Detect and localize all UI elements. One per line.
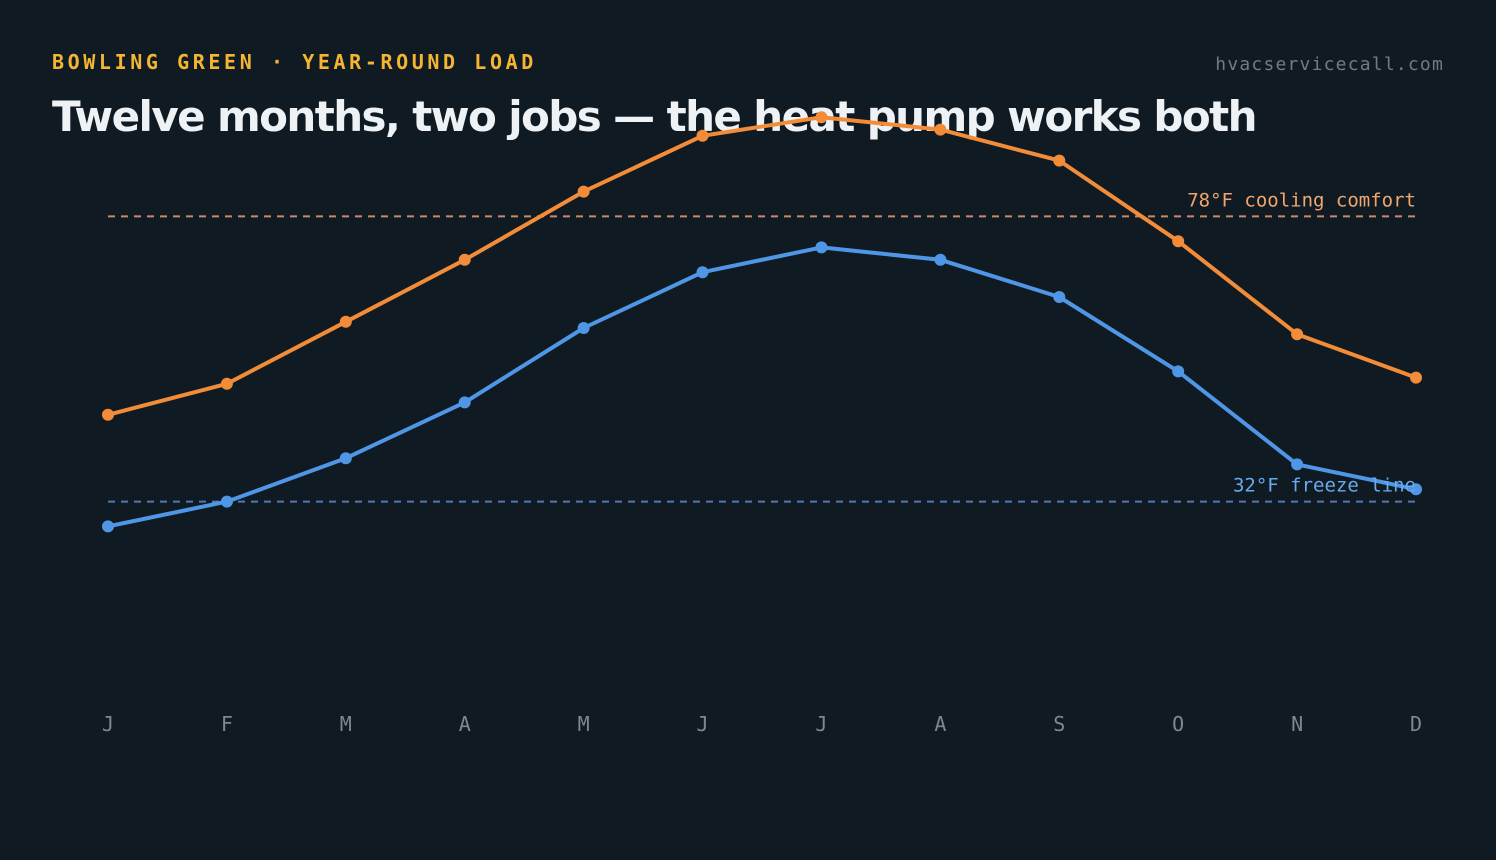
- low-point-12: [1410, 483, 1422, 496]
- high-series-line: [106, 115, 1418, 417]
- high-point-5: [577, 185, 590, 198]
- low-point-5: [577, 322, 590, 334]
- x-tick-label: J: [102, 712, 114, 736]
- series-layer: [102, 111, 1422, 533]
- x-tick-label: N: [1291, 712, 1303, 736]
- high-point-4: [458, 253, 471, 266]
- low-point-6: [696, 266, 709, 279]
- chart-title: Twelve months, two jobs — the heat pump …: [52, 92, 1258, 141]
- x-tick-label: F: [221, 712, 233, 736]
- high-point-12: [1410, 371, 1422, 384]
- low-point-2: [220, 495, 233, 508]
- x-tick-label: A: [459, 712, 471, 736]
- high-point-10: [1172, 235, 1185, 248]
- low-point-10: [1172, 365, 1185, 378]
- low-point-1: [102, 520, 114, 533]
- site-url: hvacservicecall.com: [1215, 54, 1444, 75]
- x-tick-label: D: [1410, 712, 1422, 736]
- reference-lines: [108, 215, 1416, 503]
- low-series-line: [106, 245, 1418, 529]
- low-point-4: [458, 396, 471, 409]
- reference-labels: 78°F cooling comfort 32°F freeze line: [1187, 189, 1416, 496]
- low-point-8: [934, 253, 947, 266]
- low-point-11: [1291, 458, 1304, 471]
- high-point-11: [1291, 328, 1304, 341]
- reference-label-78f: 78°F cooling comfort: [1187, 189, 1416, 211]
- low-point-7: [815, 241, 828, 254]
- high-point-3: [339, 315, 352, 328]
- x-tick-label: S: [1053, 712, 1065, 736]
- x-tick-label: O: [1172, 712, 1184, 736]
- high-point-9: [1053, 154, 1066, 167]
- chart-eyebrow: BOWLING GREEN · YEAR-ROUND LOAD: [52, 50, 537, 74]
- high-point-2: [220, 377, 233, 390]
- high-point-6: [696, 129, 709, 142]
- reference-label-32f: 32°F freeze line: [1233, 475, 1416, 497]
- x-tick-label: J: [697, 712, 709, 736]
- x-tick-label: M: [578, 712, 590, 736]
- low-point-3: [339, 452, 352, 465]
- x-tick-label: J: [815, 712, 827, 736]
- x-tick-label: M: [340, 712, 352, 736]
- low-point-9: [1053, 291, 1066, 303]
- high-point-7: [815, 111, 828, 124]
- x-tick-label: A: [934, 712, 946, 736]
- high-point-8: [934, 123, 947, 136]
- high-point-1: [102, 408, 114, 421]
